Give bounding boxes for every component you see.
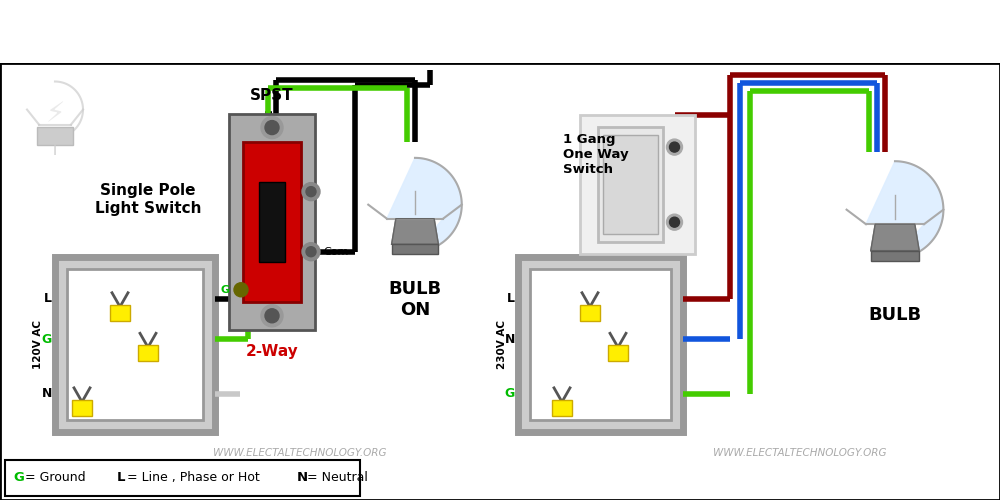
Text: L: L — [117, 472, 126, 484]
Text: 1 Gang
One Way
Switch: 1 Gang One Way Switch — [563, 133, 629, 176]
Text: L: L — [507, 292, 515, 306]
Text: WWW.ELECTALTECHNOLOGY.ORG: WWW.ELECTALTECHNOLOGY.ORG — [213, 448, 387, 458]
Text: G: G — [13, 472, 24, 484]
Bar — [518, 256, 683, 432]
Bar — [552, 400, 572, 416]
Text: N: N — [297, 472, 308, 484]
Bar — [55, 256, 215, 432]
Text: G: G — [221, 285, 230, 295]
Text: N: N — [505, 333, 515, 346]
Text: 2-Way: 2-Way — [246, 344, 298, 360]
Polygon shape — [392, 218, 438, 244]
Text: BULB: BULB — [868, 306, 922, 324]
Text: WWW.ELECTALTECHNOLOGY.ORG: WWW.ELECTALTECHNOLOGY.ORG — [713, 448, 887, 458]
Text: G: G — [42, 333, 52, 346]
Text: SPST: SPST — [250, 88, 294, 103]
Circle shape — [306, 246, 316, 256]
Circle shape — [234, 283, 248, 297]
Text: BULB
ON: BULB ON — [388, 280, 442, 319]
Text: N: N — [42, 388, 52, 400]
Polygon shape — [871, 224, 919, 250]
Text: = Line , Phase or Hot: = Line , Phase or Hot — [127, 472, 260, 484]
Text: ⚡: ⚡ — [45, 100, 65, 128]
Bar — [229, 114, 315, 330]
Text: = Neutral: = Neutral — [307, 472, 368, 484]
Bar — [37, 126, 73, 144]
Bar — [110, 305, 130, 321]
Circle shape — [261, 116, 283, 138]
Polygon shape — [387, 158, 462, 252]
Circle shape — [666, 214, 682, 230]
Bar — [602, 135, 658, 234]
Bar — [608, 346, 628, 362]
Circle shape — [302, 182, 320, 200]
Bar — [580, 305, 600, 321]
Bar — [67, 268, 203, 420]
Circle shape — [670, 217, 680, 227]
Circle shape — [261, 305, 283, 327]
Bar — [392, 244, 438, 254]
Text: Single Pole
Light Switch: Single Pole Light Switch — [95, 184, 201, 216]
Text: T: T — [49, 140, 61, 159]
Bar — [72, 400, 92, 416]
Text: L: L — [44, 292, 52, 306]
Text: 120V AC: 120V AC — [33, 320, 43, 369]
Bar — [580, 115, 694, 254]
Polygon shape — [866, 161, 943, 258]
Text: 230V AC: 230V AC — [497, 320, 507, 369]
Circle shape — [306, 186, 316, 196]
Bar — [259, 182, 285, 262]
Text: = Ground: = Ground — [25, 472, 86, 484]
Text: Com: Com — [323, 246, 348, 256]
Circle shape — [265, 120, 279, 134]
Bar — [138, 346, 158, 362]
Bar — [243, 142, 301, 302]
Bar — [530, 268, 671, 420]
Circle shape — [265, 309, 279, 323]
Circle shape — [302, 242, 320, 260]
Bar — [5, 460, 360, 496]
Bar — [598, 127, 662, 242]
Text: G: G — [505, 388, 515, 400]
Circle shape — [666, 139, 682, 155]
Text: How to Wire a Single Pole Switch? - IEC & NEC: How to Wire a Single Pole Switch? - IEC … — [29, 14, 971, 48]
Bar — [871, 250, 919, 261]
Circle shape — [670, 142, 680, 152]
